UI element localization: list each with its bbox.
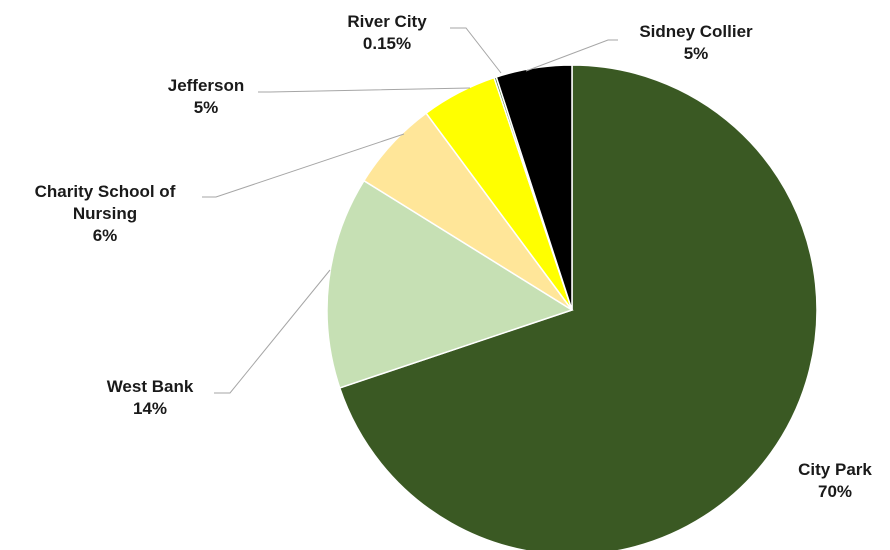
leader-line-sidney-collier bbox=[525, 39, 618, 72]
data-label-percent: 5% bbox=[684, 44, 709, 63]
leader-line-west-bank bbox=[214, 269, 331, 394]
data-label-percent: 14% bbox=[133, 399, 167, 418]
data-label-percent: 5% bbox=[194, 98, 219, 117]
slice-city-park bbox=[338, 64, 818, 550]
data-label-name-line: West Bank bbox=[107, 377, 194, 396]
data-label-river-city: River City 0.15% bbox=[347, 12, 427, 53]
data-label-jefferson: Jefferson 5% bbox=[168, 76, 245, 117]
slice-west-bank bbox=[326, 179, 574, 389]
data-label-percent: 70% bbox=[818, 482, 852, 501]
data-label-percent: 6% bbox=[93, 226, 118, 245]
data-label-name-line: City Park bbox=[798, 460, 872, 479]
data-label-name-line: Nursing bbox=[73, 204, 137, 223]
data-label-percent: 0.15% bbox=[363, 34, 411, 53]
data-label-city-park: City Park 70% bbox=[798, 460, 872, 501]
leader-line-jefferson bbox=[258, 87, 471, 93]
data-label-sidney-collier: Sidney Collier 5% bbox=[639, 22, 753, 63]
data-label-west-bank: West Bank 14% bbox=[107, 377, 194, 418]
data-label-name-line: Charity School of bbox=[35, 182, 176, 201]
data-label-name-line: Jefferson bbox=[168, 76, 245, 95]
labels-group: City Park 70% West Bank 14% Charity School o… bbox=[35, 12, 873, 501]
data-label-charity-school-of-nursing: Charity School of Nursing 6% bbox=[35, 182, 176, 245]
leader-line-river-city bbox=[450, 27, 502, 74]
data-label-name-line: Sidney Collier bbox=[639, 22, 753, 41]
leader-line-charity-school-of-nursing bbox=[202, 133, 405, 198]
data-label-name-line: River City bbox=[347, 12, 427, 31]
leader-lines-group bbox=[202, 27, 618, 394]
slices-group bbox=[326, 64, 818, 550]
